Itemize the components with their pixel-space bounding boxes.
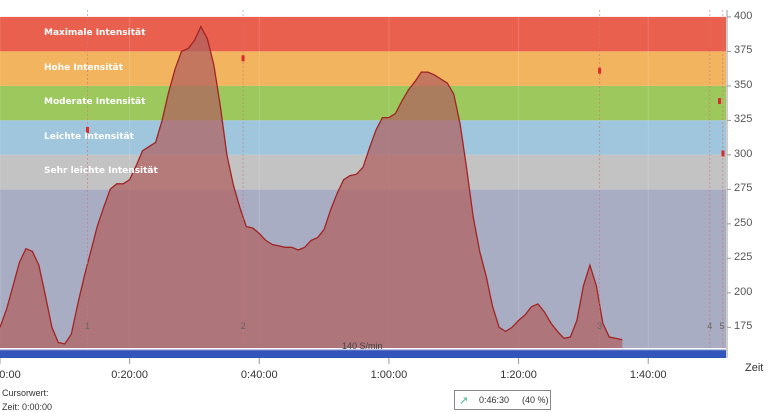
zone-band (0, 16, 726, 52)
heart-rate-line (0, 25, 623, 345)
x-tick-label: 1:40:00 (629, 369, 667, 381)
baseline-bar (0, 350, 726, 358)
x-tick-label: 0:00 (0, 369, 21, 381)
y-tick-label: 325 (734, 113, 753, 126)
lap-marker-label: 2 (240, 321, 246, 331)
playback-status-box[interactable]: ↗ 0:46:30 (40 %) (454, 390, 551, 410)
y-tick-label: 175 (734, 320, 753, 333)
red-tick-marker (718, 98, 722, 105)
red-tick-marker (241, 55, 245, 62)
zone-band (0, 120, 726, 155)
zone-label: Sehr leichte Intensität (44, 166, 158, 177)
lap-marker-label: 5 (719, 321, 725, 331)
y-tick-label: 400 (734, 9, 753, 22)
lap-marker-label: 1 (84, 321, 91, 331)
x-tick-label: 0:20:00 (111, 369, 148, 381)
x-tick-label: 0:40:00 (240, 369, 278, 381)
y-tick-label: 225 (734, 251, 753, 264)
cursor-value-label: Cursorwert: (2, 388, 49, 398)
x-tick-label: 1:20:00 (500, 369, 537, 381)
zone-label: Leichte Intensität (44, 131, 134, 142)
red-tick-marker (86, 127, 90, 134)
zone-band (0, 85, 726, 121)
zone-label: Hohe Intensität (44, 62, 124, 73)
zone-label: Moderate Intensität (44, 97, 146, 108)
lap-marker-label: 3 (597, 321, 603, 331)
baseline-label: 140 S/min (342, 341, 383, 351)
zone-label: Maximale Intensität (44, 28, 146, 39)
red-tick-marker (721, 150, 725, 157)
y-tick-label: 350 (734, 78, 753, 91)
red-tick-marker (598, 67, 602, 74)
cursor-time-value: Zeit: 0:00:00 (2, 402, 53, 412)
status-percent: (40 %) (522, 395, 549, 405)
zone-band (0, 51, 726, 86)
y-tick-label: 200 (734, 285, 753, 298)
y-tick-label: 275 (734, 182, 753, 195)
y-tick-label: 375 (734, 44, 753, 57)
lap-marker-label: 4 (707, 321, 713, 331)
status-time: 0:46:30 (479, 395, 510, 405)
x-tick-label: 1:00:00 (370, 369, 408, 381)
x-axis-title: Zeit (745, 362, 764, 374)
heart-rate-area (0, 26, 623, 348)
y-tick-label: 250 (734, 216, 753, 229)
trend-arrow-icon: ↗ (459, 395, 469, 407)
y-tick-label: 300 (734, 147, 753, 160)
